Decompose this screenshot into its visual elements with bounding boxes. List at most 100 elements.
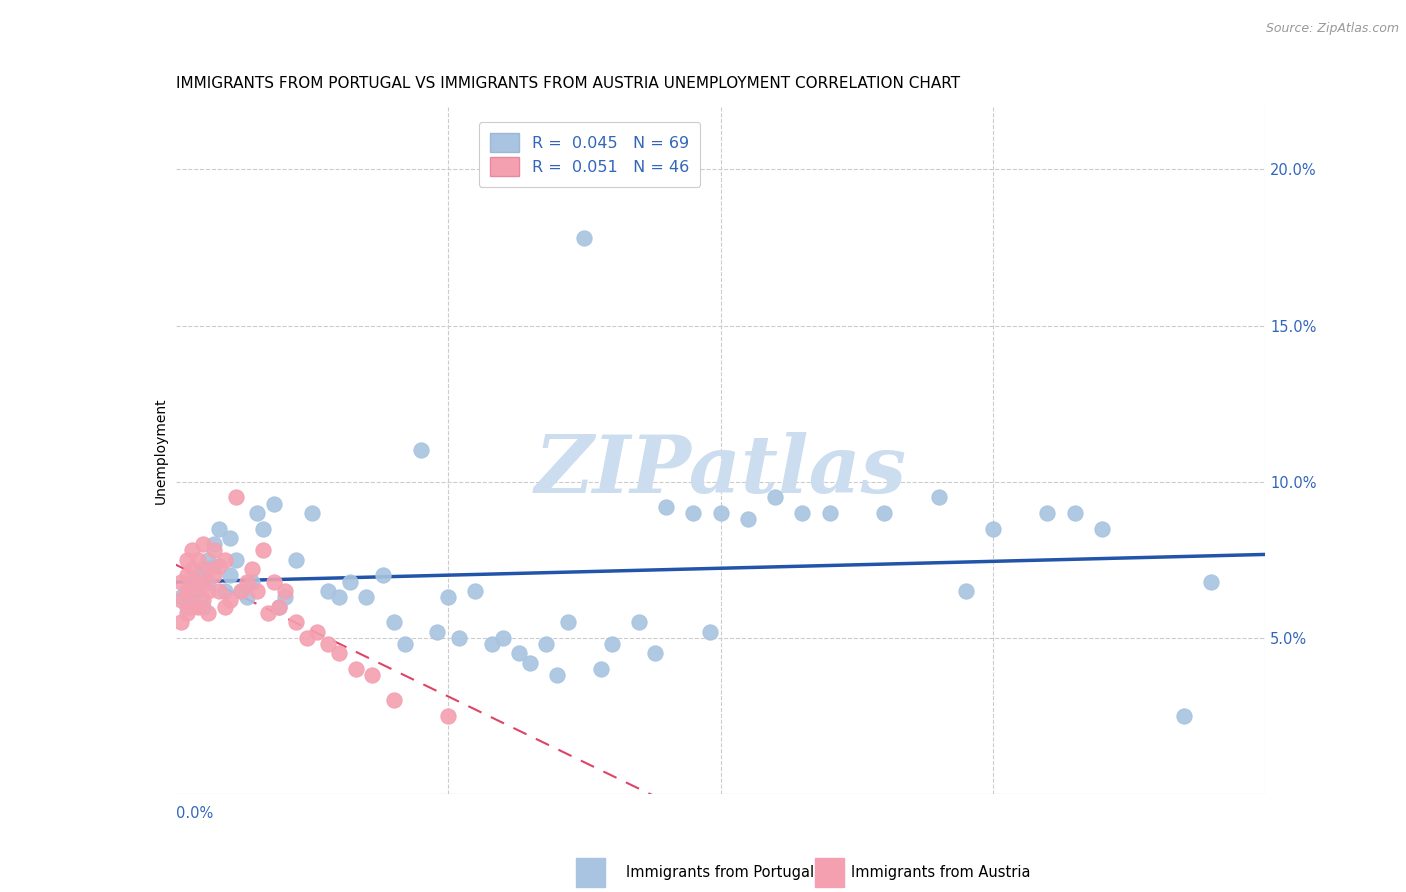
Point: [284, 615, 307, 630]
Point: [181, 543, 204, 558]
Point: [344, 662, 367, 676]
Point: [318, 583, 340, 598]
Point: [181, 562, 204, 576]
Point: [464, 583, 486, 598]
Point: [219, 568, 242, 582]
Text: Immigrants from Austria: Immigrants from Austria: [851, 865, 1031, 880]
Text: IMMIGRANTS FROM PORTUGAL VS IMMIGRANTS FROM AUSTRIA UNEMPLOYMENT CORRELATION CHA: IMMIGRANTS FROM PORTUGAL VS IMMIGRANTS F…: [176, 76, 960, 91]
Point: [328, 646, 350, 660]
Point: [219, 531, 242, 545]
Point: [214, 552, 236, 567]
Point: [409, 443, 432, 458]
Point: [274, 591, 297, 605]
Point: [318, 637, 340, 651]
Point: [197, 574, 219, 589]
Point: [225, 490, 247, 504]
Point: [356, 591, 378, 605]
Point: [269, 599, 291, 614]
Point: [176, 583, 198, 598]
Point: [176, 606, 198, 620]
Point: [339, 574, 361, 589]
Point: [202, 568, 225, 582]
Point: [208, 583, 231, 598]
Point: [176, 599, 198, 614]
Point: [492, 631, 515, 645]
Point: [197, 562, 219, 576]
Point: [307, 624, 329, 639]
Point: [873, 506, 896, 520]
Point: [682, 506, 704, 520]
Point: [792, 506, 814, 520]
Point: [170, 615, 193, 630]
Point: [240, 574, 263, 589]
Point: [181, 599, 204, 614]
Point: [176, 552, 198, 567]
Point: [181, 583, 204, 598]
Point: [191, 593, 214, 607]
Point: [202, 537, 225, 551]
Text: Immigrants from Portugal: Immigrants from Portugal: [626, 865, 814, 880]
Point: [197, 606, 219, 620]
Point: [1173, 708, 1195, 723]
Point: [437, 591, 460, 605]
Point: [252, 543, 274, 558]
Point: [186, 574, 209, 589]
Point: [181, 574, 204, 589]
Point: [426, 624, 449, 639]
Point: [644, 646, 666, 660]
Point: [655, 500, 678, 514]
Point: [508, 646, 530, 660]
Point: [295, 631, 318, 645]
Point: [197, 552, 219, 567]
Point: [955, 583, 977, 598]
Point: [240, 562, 263, 576]
Point: [1199, 574, 1222, 589]
Point: [574, 231, 596, 245]
Point: [231, 583, 253, 598]
Point: [534, 637, 557, 651]
Point: [360, 668, 382, 682]
Point: [1036, 506, 1059, 520]
Point: [191, 574, 214, 589]
Point: [394, 637, 416, 651]
Point: [176, 568, 198, 582]
Point: [557, 615, 579, 630]
Point: [627, 615, 650, 630]
Point: [257, 606, 280, 620]
Point: [176, 583, 198, 598]
Point: [202, 558, 225, 574]
Point: [437, 708, 460, 723]
Text: ZIPatlas: ZIPatlas: [534, 433, 907, 510]
Point: [246, 506, 269, 520]
Point: [382, 693, 405, 707]
Point: [710, 506, 733, 520]
Point: [763, 490, 786, 504]
Point: [546, 668, 568, 682]
Point: [274, 583, 297, 598]
Point: [214, 599, 236, 614]
Point: [1063, 506, 1085, 520]
Point: [818, 506, 841, 520]
Point: [1091, 521, 1114, 535]
Point: [170, 591, 193, 605]
Point: [186, 552, 209, 567]
Point: [928, 490, 950, 504]
Point: [371, 568, 394, 582]
Point: [284, 552, 307, 567]
Point: [191, 562, 214, 576]
Point: [263, 574, 285, 589]
Point: [170, 593, 193, 607]
Text: Source: ZipAtlas.com: Source: ZipAtlas.com: [1265, 22, 1399, 36]
Point: [699, 624, 721, 639]
Point: [589, 662, 612, 676]
Point: [197, 583, 219, 598]
Point: [181, 593, 204, 607]
Point: [447, 631, 470, 645]
Point: [301, 506, 323, 520]
Point: [269, 599, 291, 614]
Point: [170, 574, 193, 589]
Point: [231, 583, 253, 598]
Point: [328, 591, 350, 605]
Point: [600, 637, 623, 651]
Point: [186, 568, 209, 582]
